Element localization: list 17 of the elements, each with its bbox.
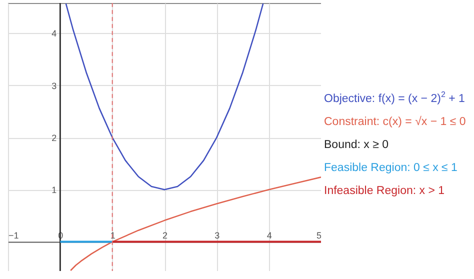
y-tick-label: 3 [52,80,57,91]
y-tick-label: 4 [52,28,57,39]
text: Infeasible Region: x > 1 [324,184,446,199]
y-tick-label: 1 [52,185,57,196]
x-tick-label: 1 [110,230,116,240]
line-series [70,176,321,271]
x-tick-label: 2 [162,230,168,240]
x-tick-label: 3 [214,230,220,240]
y-tick-label: 2 [52,133,57,144]
x-tick-label: 5 [316,230,322,240]
x-tick-label: 4 [266,230,272,240]
x-tick-label: −1 [8,230,19,240]
text: Objective: f(x) = (x − 2)$^{2}$ + 1 [324,89,466,107]
text: Constraint: c(x) = √x − 1 ≤ 0 [324,114,466,130]
text: Bound: x ≥ 0 [324,138,390,153]
text: Feasible Region: 0 ≤ x ≤ 1 [324,161,458,176]
line-series [65,3,264,190]
